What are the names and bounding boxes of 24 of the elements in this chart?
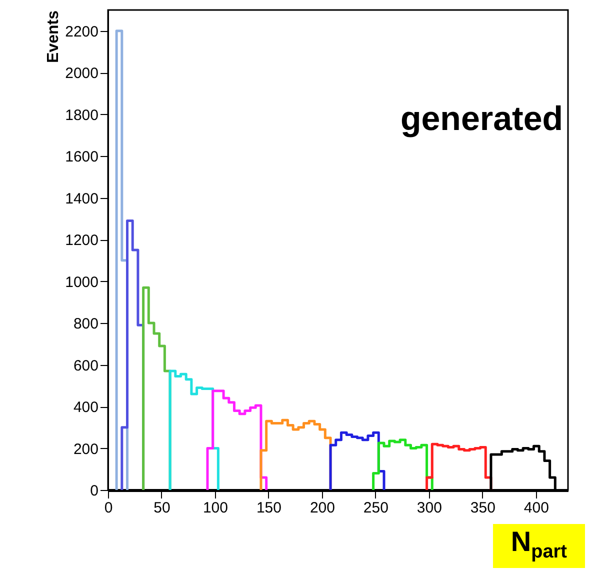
- annotation: generated: [400, 100, 563, 138]
- x-tick-label: 0: [104, 500, 113, 516]
- x-axis-title: N$_{part}$: [492, 524, 585, 568]
- x-tick-label: 200: [310, 500, 335, 516]
- y-tick-label: 1200: [65, 232, 98, 250]
- y-tick-label: 1400: [65, 190, 98, 208]
- x-tick-label: 50: [154, 500, 170, 516]
- x-tick-label: 150: [256, 500, 282, 516]
- x-tick-label: 350: [470, 500, 496, 516]
- y-tick-label: 2000: [65, 65, 98, 82]
- x-tick-label: 400: [524, 500, 549, 516]
- y-tick-label: 1000: [65, 274, 98, 291]
- y-tick-label: 0: [90, 482, 98, 500]
- y-tick-label: 200: [73, 440, 98, 458]
- x-tick-label: 250: [363, 500, 388, 516]
- y-tick-label: 800: [73, 316, 98, 333]
- y-tick-label: 2200: [65, 23, 98, 40]
- y-tick-label: 600: [73, 357, 98, 374]
- y-tick-label: 1600: [65, 148, 98, 166]
- x-tick-label: 300: [416, 500, 442, 516]
- y-axis-title: Events: [45, 10, 62, 63]
- x-tick-label: 100: [202, 500, 228, 516]
- y-tick-label: 400: [73, 399, 98, 416]
- y-tick-label: 1800: [65, 106, 98, 124]
